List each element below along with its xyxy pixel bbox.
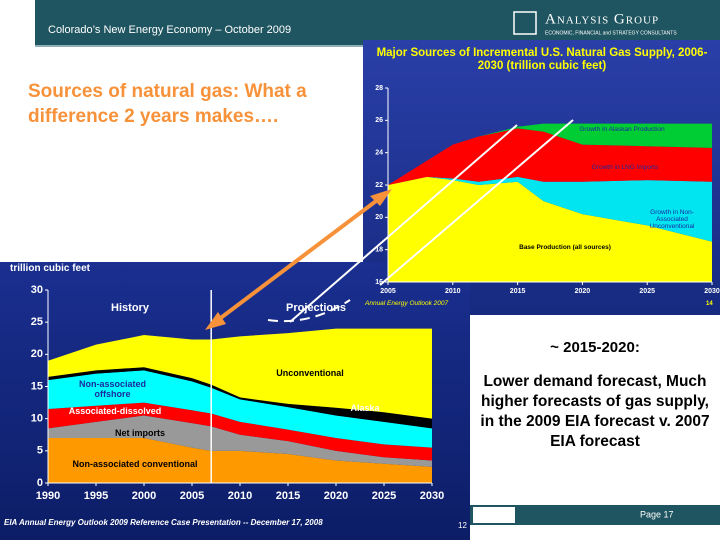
series-label: Non-associated conventional	[72, 459, 198, 469]
y-tick-label: 20	[31, 348, 43, 360]
y-tick-label: 5	[37, 445, 43, 457]
area	[388, 128, 712, 185]
header-bar	[35, 0, 720, 45]
x-tick-label: 2030	[704, 288, 720, 295]
area	[48, 402, 432, 461]
y-tick-label: 26	[375, 117, 383, 124]
y-tick-label: 10	[31, 413, 43, 425]
series-label: Net imports	[114, 428, 165, 438]
orange-arrow	[212, 193, 386, 325]
area	[48, 370, 432, 448]
chart-source: EIA Annual Energy Outlook 2009 Reference…	[4, 518, 323, 527]
y-tick-label: 30	[31, 284, 43, 296]
x-tick-label: 2030	[420, 490, 444, 502]
area	[48, 437, 432, 483]
arrows	[205, 119, 574, 330]
chart-page: 14	[706, 301, 713, 307]
arrow-head	[370, 189, 392, 206]
annotation: History	[111, 302, 150, 314]
plot-area	[388, 123, 712, 282]
x-tick-label: 2010	[445, 288, 461, 295]
area	[48, 367, 432, 429]
y-tick-label: 28	[375, 85, 383, 92]
x-tick-label: 2015	[510, 288, 526, 295]
y-tick-label: 0	[37, 477, 43, 489]
logo: Analysis Group	[545, 11, 659, 27]
series-label: Base Production (all sources)	[519, 244, 611, 251]
x-tick-label: 2025	[372, 490, 396, 502]
area	[388, 176, 712, 242]
area	[388, 176, 712, 282]
series-label: Growth in LNG Imports	[591, 164, 659, 171]
x-tick-label: 1990	[36, 490, 60, 502]
arrow-head	[205, 312, 226, 330]
x-tick-label: 2025	[639, 288, 655, 295]
plot-area	[48, 328, 432, 483]
y-tick-label: 25	[31, 316, 43, 328]
note-body: Lower demand forecast, Much higher forec…	[480, 373, 710, 451]
logo-icon	[513, 11, 537, 35]
chart-page: 12	[458, 521, 467, 530]
header-text: Colorado’s New Energy Economy – October …	[48, 24, 291, 36]
y-axis-label: trillion cubic feet	[10, 263, 91, 274]
x-tick-label: 2000	[132, 490, 156, 502]
series-label: Growth in Alaskan Production	[579, 126, 665, 133]
x-tick-label: 2020	[324, 490, 348, 502]
area	[48, 415, 432, 467]
footer-bar	[470, 505, 720, 525]
x-tick-label: 2005	[380, 288, 396, 295]
slide-title: Sources of natural gas: What a differenc…	[28, 81, 307, 127]
area	[388, 123, 712, 185]
x-tick-label: 1995	[84, 490, 108, 502]
connector	[289, 124, 518, 323]
series-label: Alaska	[350, 403, 380, 413]
x-tick-label: 2010	[228, 490, 252, 502]
y-tick-label: 16	[375, 279, 383, 286]
x-tick-label: 2005	[180, 490, 204, 502]
series-label: Associated-dissolved	[68, 406, 162, 416]
connector	[379, 119, 574, 286]
y-tick-label: 18	[375, 247, 383, 254]
y-tick-label: 22	[375, 182, 383, 189]
x-tick-label: 2020	[575, 288, 591, 295]
chart-source: Annual Energy Outlook 2007	[365, 300, 449, 307]
note-heading: ~ 2015-2020:	[550, 339, 640, 356]
series-label: Growth in Non-Associated Unconventional	[649, 209, 695, 231]
logo-tagline: ECONOMIC, FINANCIAL and STRATEGY CONSULT…	[545, 30, 677, 36]
series-label: Unconventional	[276, 368, 344, 378]
y-tick-label: 20	[375, 214, 383, 221]
series-label: Non-associated offshore	[78, 379, 147, 399]
x-tick-label: 2015	[276, 490, 300, 502]
area	[48, 328, 432, 419]
dashed-connector	[267, 299, 351, 323]
footer-gap	[473, 507, 515, 523]
y-tick-label: 24	[375, 150, 383, 157]
y-tick-label: 15	[31, 380, 43, 392]
page-number: Page 17	[640, 509, 674, 519]
chart-title: Major Sources of Incremental U.S. Natura…	[376, 47, 708, 72]
